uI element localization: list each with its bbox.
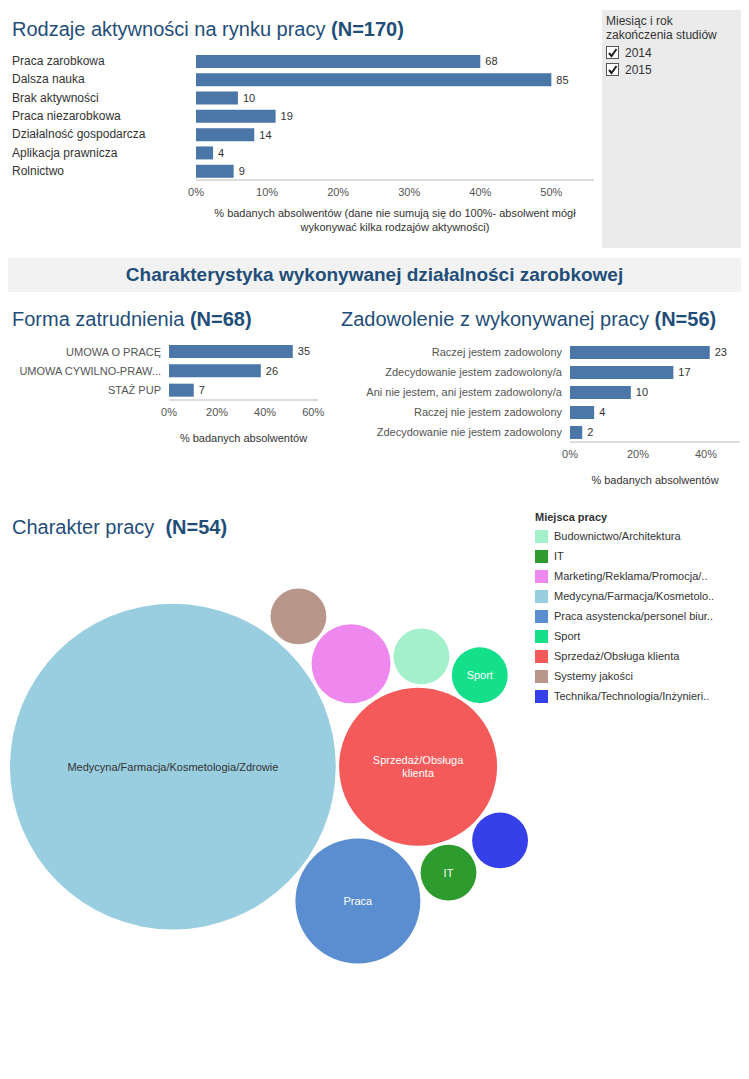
svg-text:Medycyna/Farmacja/Kosmetologia: Medycyna/Farmacja/Kosmetologia/Zdrowie [67, 761, 278, 773]
html-text:Miesiąc i rok zakończenia stud: Miesiąc i rok zakończenia studiów [606, 14, 717, 42]
html-text:Charakter pracy (N=54): Charakter pracy (N=54) [12, 516, 228, 538]
svg-text:68: 68 [485, 55, 497, 67]
html-text:Budownictwo/Architektura: Budownictwo/Architektura [554, 530, 681, 542]
svg-text:0%: 0% [161, 406, 177, 418]
svg-text:10: 10 [243, 92, 255, 104]
svg-text:4: 4 [218, 147, 224, 159]
svg-text:30%: 30% [398, 186, 420, 198]
svg-text:Praca: Praca [344, 895, 374, 907]
svg-text:Brak aktywności: Brak aktywności [12, 91, 99, 105]
html-text:% badanych absolwentów: % badanych absolwentów [591, 474, 719, 486]
svg-text:50%: 50% [540, 186, 562, 198]
svg-text:Rolnictwo: Rolnictwo [12, 164, 64, 178]
svg-text:Działalność gospodarcza: Działalność gospodarcza [12, 127, 146, 141]
svg-text:40%: 40% [695, 448, 717, 460]
svg-text:Praca zarobkowa: Praca zarobkowa [12, 54, 105, 68]
svg-text:IT: IT [444, 867, 454, 879]
svg-text:10%: 10% [256, 186, 278, 198]
html-text:Miejsca pracy: Miejsca pracy [535, 511, 608, 523]
svg-text:Zdecydowanie jestem zadowolony: Zdecydowanie jestem zadowolony/a [385, 366, 563, 378]
svg-text:Dalsza nauka: Dalsza nauka [12, 72, 85, 86]
svg-text:20%: 20% [627, 448, 649, 460]
svg-text:14: 14 [259, 129, 271, 141]
svg-text:Ani nie jestem, ani jestem zad: Ani nie jestem, ani jestem zadowolony/a [366, 386, 563, 398]
html-text:Praca asystencka/personel biur: Praca asystencka/personel biur.. [554, 610, 713, 622]
svg-text:Raczej nie jestem zadowolony: Raczej nie jestem zadowolony [414, 406, 562, 418]
html-text:Technika/Technologia/Inżynieri: Technika/Technologia/Inżynieri.. [554, 690, 710, 702]
html-text:Zadowolenie z wykonywanej prac: Zadowolenie z wykonywanej pracy (N=56) [341, 308, 717, 330]
svg-text:klienta: klienta [402, 767, 435, 779]
html-text:Forma zatrudnienia (N=68): Forma zatrudnienia (N=68) [12, 308, 252, 330]
html-text:2015: 2015 [625, 62, 652, 77]
svg-text:9: 9 [239, 165, 245, 177]
svg-text:23: 23 [715, 346, 727, 358]
svg-text:10: 10 [636, 386, 648, 398]
html-text:Systemy jakości: Systemy jakości [554, 670, 633, 682]
html-text:% badanych absolwentów: % badanych absolwentów [179, 432, 308, 444]
html-text:Sprzedaż/Obsługa klienta: Sprzedaż/Obsługa klienta [554, 650, 680, 662]
svg-text:Sport: Sport [467, 669, 493, 681]
svg-text:2: 2 [587, 426, 593, 438]
svg-text:40%: 40% [469, 186, 491, 198]
svg-text:0%: 0% [188, 186, 204, 198]
svg-text:7: 7 [199, 384, 205, 396]
html-text:Marketing/Reklama/Promocja/..: Marketing/Reklama/Promocja/.. [554, 570, 708, 582]
svg-text:Praca niezarobkowa: Praca niezarobkowa [12, 109, 121, 123]
svg-text:0%: 0% [562, 448, 578, 460]
html-text:Rodzaje aktywności na rynku pr: Rodzaje aktywności na rynku pracy (N=170… [12, 18, 404, 40]
svg-text:STAŻ PUP: STAŻ PUP [108, 384, 161, 396]
svg-text:40%: 40% [254, 406, 276, 418]
svg-text:20%: 20% [206, 406, 228, 418]
svg-text:UMOWA CYWILNO-PRAW...: UMOWA CYWILNO-PRAW... [19, 365, 161, 377]
html-text:2014: 2014 [625, 45, 652, 60]
svg-text:Zdecydowanie nie jestem zadowo: Zdecydowanie nie jestem zadowolony [377, 426, 563, 438]
svg-text:19: 19 [281, 110, 293, 122]
svg-text:17: 17 [678, 366, 690, 378]
svg-text:Sprzedaż/Obsługa: Sprzedaż/Obsługa [373, 754, 464, 766]
svg-text:UMOWA O PRACĘ: UMOWA O PRACĘ [66, 346, 161, 358]
svg-text:60%: 60% [302, 406, 324, 418]
svg-text:26: 26 [266, 365, 278, 377]
svg-text:Raczej jestem zadowolony: Raczej jestem zadowolony [432, 346, 563, 358]
html-text:Charakterystyka wykonywanej dz: Charakterystyka wykonywanej działalności… [125, 264, 624, 285]
html-text:IT: IT [554, 550, 564, 562]
svg-text:20%: 20% [327, 186, 349, 198]
svg-text:85: 85 [556, 74, 568, 86]
svg-text:4: 4 [599, 406, 605, 418]
svg-text:35: 35 [298, 345, 310, 357]
svg-text:Aplikacja prawnicza: Aplikacja prawnicza [12, 146, 118, 160]
html-text:Sport: Sport [554, 630, 581, 642]
html-text:Medycyna/Farmacja/Kosmetolo..: Medycyna/Farmacja/Kosmetolo.. [554, 590, 715, 602]
html-text:% badanych absolwentów (dane n: % badanych absolwentów (dane nie sumują … [214, 207, 576, 233]
